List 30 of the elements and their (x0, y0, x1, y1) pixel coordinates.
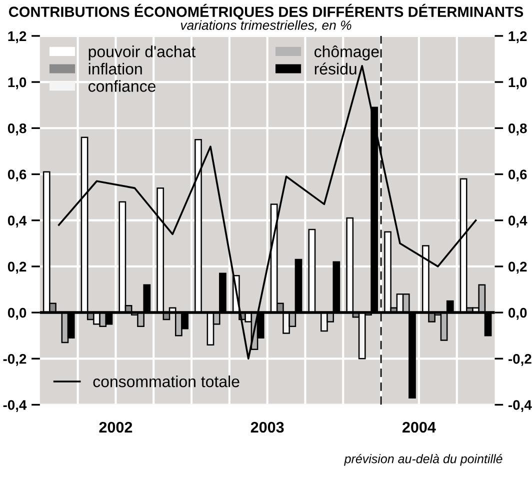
y-tick-label: -0,2 (3, 354, 26, 366)
chart-title: CONTRIBUTIONS ÉCONOMÉTRIQUES DES DIFFÉRENTS DÉTERMINANTS (8, 4, 524, 20)
y2-tick-label: 0,2 (508, 262, 527, 274)
x-tick-label: 2002 (99, 422, 132, 433)
y-tick-label: -0,4 (3, 400, 27, 412)
y-tick-label: 1,2 (8, 31, 26, 44)
y2-tick-label: 1,2 (508, 31, 527, 44)
legend-label: résidu (314, 62, 356, 75)
text: prévision au-delà du pointillé (344, 454, 502, 466)
legend-label: inflation (88, 62, 142, 75)
x-tick-label: 2004 (402, 422, 436, 433)
y2-tick-label: -0,4 (508, 400, 532, 412)
x-tick-label: 2003 (250, 422, 284, 433)
y2-tick-label: 0,4 (508, 216, 528, 228)
y-tick-label: 0,2 (8, 262, 26, 274)
y-tick-label: 0,6 (8, 170, 26, 182)
y2-tick-label: 0,0 (508, 308, 527, 320)
legend-label: consommation totale (93, 375, 240, 388)
legend-label: confiance (88, 80, 156, 92)
legend-label: chômage (314, 46, 379, 60)
chart-subtitle: variations trimestrielles, en % (180, 20, 352, 32)
y2-tick-label: 0,6 (508, 170, 527, 182)
legend-label: pouvoir d'achat (88, 46, 196, 60)
y-tick-label: 0,8 (8, 123, 26, 136)
y2-tick-label: -0,2 (508, 354, 532, 366)
y-tick-label: 0,0 (8, 308, 26, 320)
y2-tick-label: 0,8 (508, 123, 527, 136)
y-tick-label: 0,4 (8, 216, 27, 228)
y2-tick-label: 1,0 (508, 77, 527, 90)
y-tick-label: 1,0 (8, 77, 26, 90)
